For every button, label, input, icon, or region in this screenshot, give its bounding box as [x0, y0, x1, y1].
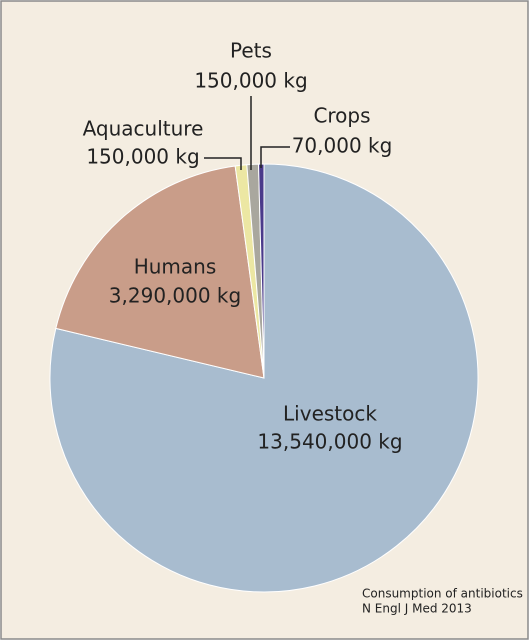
value-label: 150,000 kg: [194, 69, 307, 93]
value-label: 3,290,000 kg: [109, 284, 241, 308]
slice-label: Humans: [134, 255, 217, 279]
value-label: 150,000 kg: [86, 145, 199, 169]
value-label: 13,540,000 kg: [257, 430, 402, 454]
slice-label: Pets: [230, 39, 272, 63]
value-label: 70,000 kg: [292, 134, 393, 158]
slice-label: Livestock: [283, 402, 377, 426]
leader-line: [204, 157, 242, 170]
note: N Engl J Med 2013: [362, 602, 472, 616]
pie-slice: [55, 165, 265, 379]
note: Consumption of antibiotics: [362, 587, 523, 601]
leader-line: [260, 146, 290, 168]
slice-label: Aquaculture: [83, 117, 204, 141]
pie-slice: [49, 163, 479, 593]
slice-label: Crops: [313, 104, 370, 128]
